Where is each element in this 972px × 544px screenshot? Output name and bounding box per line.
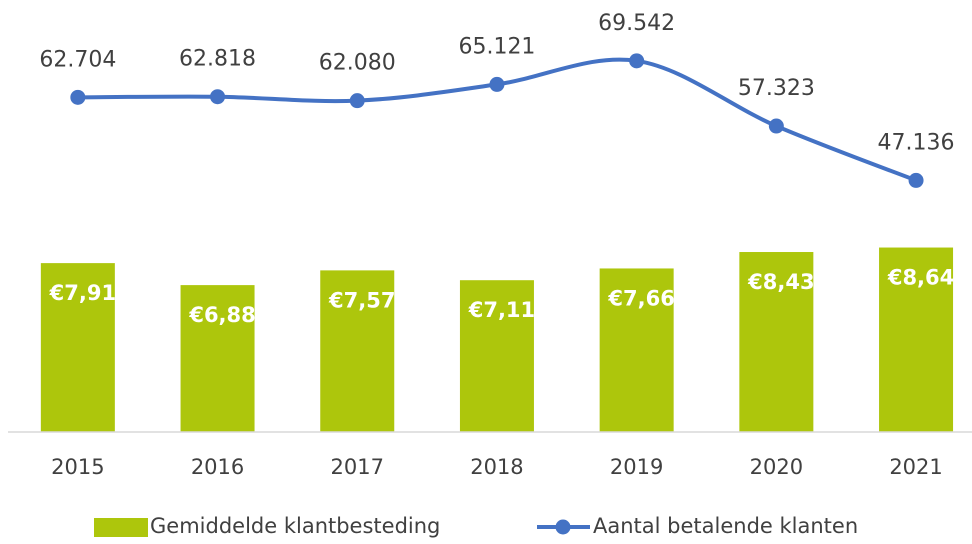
bar-value-label: €6,88 — [188, 303, 255, 327]
line-value-label: 62.080 — [319, 51, 396, 76]
line-value-label: 62.704 — [39, 47, 116, 72]
legend-swatch — [94, 518, 148, 537]
bar-value-label: €7,66 — [607, 286, 674, 310]
line-marker — [349, 93, 365, 109]
bar — [739, 252, 814, 432]
bar-value-label: €8,43 — [747, 270, 814, 294]
bar — [879, 247, 954, 432]
x-tick-label: 2021 — [889, 455, 942, 479]
x-tick-label: 2016 — [191, 455, 244, 479]
line-value-label: 69.542 — [598, 11, 675, 36]
line-value-label: 47.136 — [878, 130, 955, 155]
x-tick-label: 2018 — [470, 455, 523, 479]
bar — [599, 268, 674, 432]
bar-value-label: €8,64 — [887, 266, 954, 290]
bar — [459, 280, 534, 432]
x-tick-label: 2017 — [331, 455, 384, 479]
bar-value-label: €7,91 — [49, 281, 116, 305]
line-marker — [908, 172, 924, 188]
bar — [180, 285, 255, 432]
bar-value-label: €7,57 — [328, 288, 395, 312]
legend-label: Gemiddelde klantbesteding — [150, 514, 440, 538]
line-marker — [210, 89, 226, 105]
legend-marker — [555, 519, 571, 535]
line-marker — [70, 89, 86, 105]
x-tick-label: 2019 — [610, 455, 663, 479]
line-marker — [489, 76, 505, 92]
bar — [40, 263, 115, 432]
line-value-label: 65.121 — [458, 34, 535, 59]
line-value-label: 62.818 — [179, 47, 256, 72]
line-marker — [768, 118, 784, 134]
legend-label: Aantal betalende klanten — [593, 514, 858, 538]
line-marker — [629, 53, 645, 69]
bar — [320, 270, 395, 432]
line-value-label: 57.323 — [738, 76, 815, 101]
x-tick-label: 2015 — [51, 455, 104, 479]
x-tick-label: 2020 — [750, 455, 803, 479]
bar-value-label: €7,11 — [468, 298, 535, 322]
